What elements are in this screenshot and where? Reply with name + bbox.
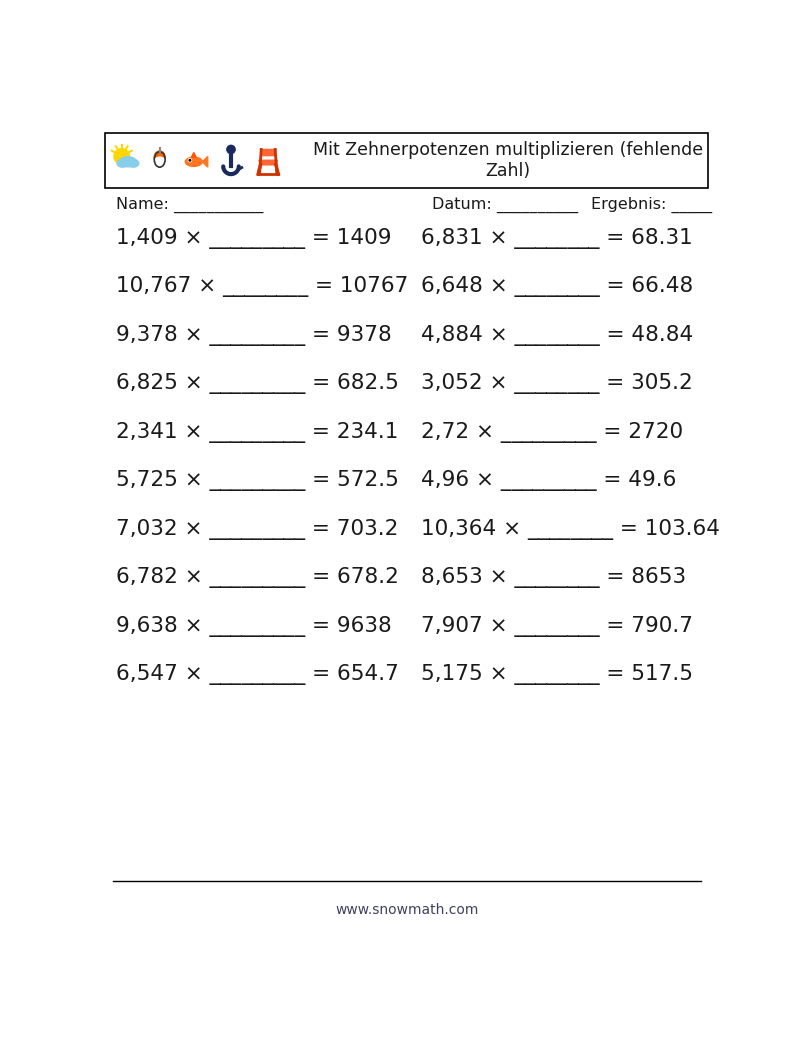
Text: 2,72 × _________ = 2720: 2,72 × _________ = 2720 bbox=[421, 421, 683, 442]
Text: 2,341 × _________ = 234.1: 2,341 × _________ = 234.1 bbox=[116, 421, 399, 442]
Ellipse shape bbox=[117, 159, 128, 167]
Text: 7,032 × _________ = 703.2: 7,032 × _________ = 703.2 bbox=[116, 518, 399, 539]
Text: 6,825 × _________ = 682.5: 6,825 × _________ = 682.5 bbox=[116, 373, 399, 394]
Polygon shape bbox=[260, 150, 276, 156]
Text: Ergebnis: _____: Ergebnis: _____ bbox=[592, 197, 712, 213]
Circle shape bbox=[114, 148, 129, 164]
Ellipse shape bbox=[119, 157, 137, 166]
Circle shape bbox=[188, 159, 191, 162]
Ellipse shape bbox=[128, 159, 139, 167]
Polygon shape bbox=[259, 160, 277, 165]
Text: 8,653 × ________ = 8653: 8,653 × ________ = 8653 bbox=[421, 568, 686, 588]
Text: Mit Zehnerpotenzen multiplizieren (fehlende
Zahl): Mit Zehnerpotenzen multiplizieren (fehle… bbox=[313, 141, 703, 180]
Ellipse shape bbox=[154, 151, 165, 163]
Text: 6,648 × ________ = 66.48: 6,648 × ________ = 66.48 bbox=[421, 276, 693, 297]
Text: 3,052 × ________ = 305.2: 3,052 × ________ = 305.2 bbox=[421, 373, 692, 394]
Text: www.snowmath.com: www.snowmath.com bbox=[335, 903, 479, 917]
Text: Name: ___________: Name: ___________ bbox=[116, 197, 264, 213]
Text: 5,725 × _________ = 572.5: 5,725 × _________ = 572.5 bbox=[116, 470, 399, 491]
Ellipse shape bbox=[185, 157, 202, 166]
Text: 9,378 × _________ = 9378: 9,378 × _________ = 9378 bbox=[116, 324, 392, 345]
Polygon shape bbox=[202, 157, 208, 167]
Text: 1,409 × _________ = 1409: 1,409 × _________ = 1409 bbox=[116, 227, 391, 249]
Text: 4,96 × _________ = 49.6: 4,96 × _________ = 49.6 bbox=[421, 470, 676, 491]
Text: 10,364 × ________ = 103.64: 10,364 × ________ = 103.64 bbox=[421, 518, 720, 539]
Text: 9,638 × _________ = 9638: 9,638 × _________ = 9638 bbox=[116, 616, 392, 637]
Ellipse shape bbox=[154, 157, 165, 166]
Polygon shape bbox=[191, 153, 196, 157]
Text: 6,782 × _________ = 678.2: 6,782 × _________ = 678.2 bbox=[116, 568, 399, 588]
Text: 10,767 × ________ = 10767: 10,767 × ________ = 10767 bbox=[116, 276, 409, 297]
Text: 4,884 × ________ = 48.84: 4,884 × ________ = 48.84 bbox=[421, 324, 693, 345]
Text: 6,831 × ________ = 68.31: 6,831 × ________ = 68.31 bbox=[421, 227, 692, 249]
Text: 5,175 × ________ = 517.5: 5,175 × ________ = 517.5 bbox=[421, 664, 693, 686]
FancyBboxPatch shape bbox=[106, 133, 708, 187]
Circle shape bbox=[189, 159, 191, 161]
Text: 7,907 × ________ = 790.7: 7,907 × ________ = 790.7 bbox=[421, 616, 693, 637]
Text: Datum: __________: Datum: __________ bbox=[433, 197, 579, 213]
Text: 6,547 × _________ = 654.7: 6,547 × _________ = 654.7 bbox=[116, 664, 399, 686]
